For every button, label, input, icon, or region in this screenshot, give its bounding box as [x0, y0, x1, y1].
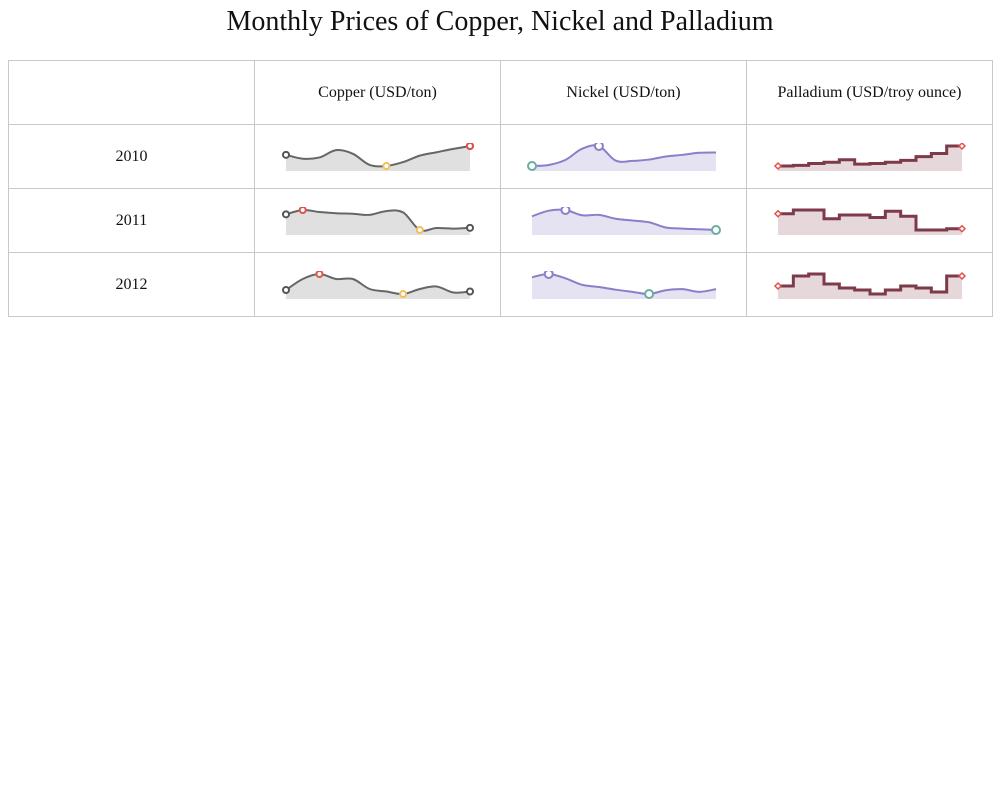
palladium-sparkline [773, 271, 966, 299]
nickel-sparkline [531, 206, 721, 235]
nickel-sparkline-area [531, 209, 716, 235]
nickel-low-point-marker [526, 160, 537, 171]
sparkline-table: Copper (USD/ton) Nickel (USD/ton) Pallad… [8, 60, 993, 317]
palladium-sparkline-line [777, 272, 962, 295]
nickel-sparkline-cell [500, 188, 747, 253]
column-header-copper: Copper (USD/ton) [254, 60, 501, 125]
row-label-year: 2010 [8, 124, 255, 189]
palladium-sparkline-cell [746, 188, 993, 253]
palladium-first-point-marker [773, 281, 782, 290]
nickel-low-point-marker [643, 288, 654, 299]
copper-high-point-marker [314, 270, 323, 278]
palladium-last-point-marker [957, 271, 966, 280]
palladium-sparkline [773, 142, 966, 171]
copper-sparkline [281, 206, 474, 235]
nickel-sparkline-area [531, 273, 716, 299]
palladium-sparkline-cell [746, 124, 993, 189]
palladium-sparkline-area [777, 145, 962, 171]
palladium-first-point-marker [773, 209, 782, 218]
copper-last-point-marker [465, 223, 474, 232]
copper-low-point-marker [381, 161, 390, 170]
copper-first-point-marker [281, 209, 290, 218]
chart-title: Monthly Prices of Copper, Nickel and Pal… [226, 6, 774, 37]
header-row: Copper (USD/ton) Nickel (USD/ton) Pallad… [8, 60, 993, 125]
copper-sparkline-line [285, 208, 470, 232]
copper-sparkline-cell [254, 252, 501, 317]
copper-first-point-marker [281, 150, 290, 159]
copper-high-point-marker [298, 206, 307, 214]
palladium-first-point-marker [773, 161, 782, 170]
copper-sparkline-cell [254, 188, 501, 253]
copper-last-point-marker [465, 287, 474, 295]
copper-sparkline-area [285, 273, 470, 299]
nickel-high-point-marker [593, 142, 604, 151]
nickel-sparkline-line [531, 143, 716, 167]
copper-sparkline [281, 270, 474, 299]
copper-first-point-marker [281, 285, 290, 294]
palladium-sparkline [773, 208, 966, 235]
nickel-sparkline-cell [500, 252, 747, 317]
palladium-last-point-marker [957, 224, 966, 233]
nickel-high-point-marker [559, 206, 570, 215]
palladium-sparkline-line [777, 208, 962, 231]
table-row: 2012 [8, 252, 993, 317]
palladium-sparkline-line [777, 144, 962, 167]
copper-sparkline-cell [254, 124, 501, 189]
nickel-sparkline [531, 270, 716, 299]
palladium-sparkline-cell [746, 252, 993, 317]
copper-sparkline [281, 142, 474, 171]
nickel-sparkline-line [531, 272, 716, 295]
palladium-last-point-marker [957, 142, 966, 150]
column-header-nickel: Nickel (USD/ton) [500, 60, 747, 125]
table-row: 2010 [8, 124, 993, 189]
copper-low-point-marker [398, 289, 407, 298]
nickel-sparkline [526, 142, 716, 171]
header-corner [8, 60, 255, 125]
row-label-year: 2012 [8, 252, 255, 317]
column-header-palladium: Palladium (USD/troy ounce) [746, 60, 993, 125]
row-label-year: 2011 [8, 188, 255, 253]
nickel-high-point-marker [543, 270, 554, 279]
copper-sparkline-area [285, 209, 470, 235]
nickel-sparkline-area [531, 144, 716, 171]
nickel-sparkline-cell [500, 124, 747, 189]
table-row: 2011 [8, 188, 993, 253]
copper-low-point-marker [415, 225, 424, 234]
copper-high-point-marker [465, 142, 474, 150]
copper-sparkline-line [285, 144, 470, 167]
nickel-low-point-marker [710, 224, 721, 235]
